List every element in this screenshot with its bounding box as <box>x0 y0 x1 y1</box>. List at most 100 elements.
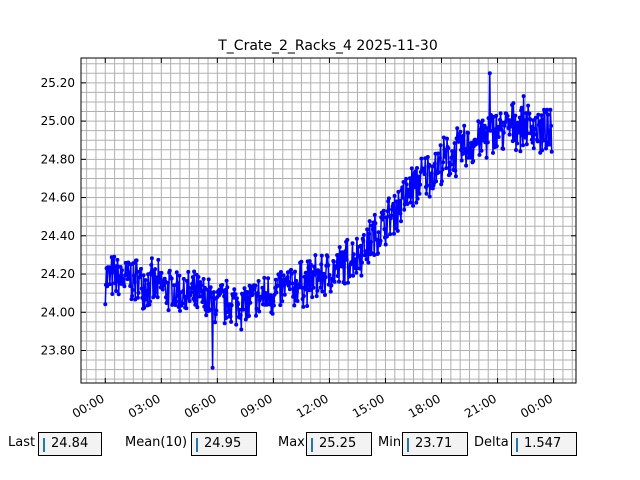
data-point <box>545 112 550 117</box>
data-point <box>162 283 166 288</box>
data-point <box>214 308 219 313</box>
data-point <box>323 275 328 280</box>
text-cursor <box>407 438 409 452</box>
data-point <box>533 115 538 120</box>
data-point <box>120 276 125 281</box>
data-point <box>540 117 545 122</box>
data-point <box>222 294 227 299</box>
data-point <box>517 115 522 120</box>
data-point <box>376 251 380 256</box>
data-point <box>285 275 290 280</box>
data-point <box>116 292 121 297</box>
data-point <box>331 259 336 264</box>
data-point <box>139 286 144 291</box>
data-point <box>294 289 299 294</box>
data-point <box>277 274 282 279</box>
data-point <box>533 126 538 131</box>
data-point <box>461 133 466 138</box>
data-point <box>198 280 203 285</box>
data-point <box>150 272 155 277</box>
data-point <box>185 279 189 283</box>
data-point <box>300 285 304 290</box>
data-point <box>289 271 294 276</box>
data-point <box>482 135 486 140</box>
data-point <box>364 257 369 262</box>
data-point <box>417 191 422 196</box>
data-point <box>290 281 295 286</box>
data-point <box>185 295 190 300</box>
data-point <box>487 71 492 76</box>
data-point <box>190 281 195 286</box>
data-point <box>482 123 487 128</box>
data-point <box>334 264 339 269</box>
y-tick-label: 23.80 <box>41 344 75 358</box>
data-point <box>144 294 149 298</box>
data-point <box>477 152 482 157</box>
data-point <box>519 105 524 110</box>
data-point <box>369 240 373 244</box>
data-point <box>213 320 218 325</box>
data-point <box>152 293 157 298</box>
data-point <box>373 221 378 226</box>
data-point <box>339 264 344 269</box>
data-point <box>515 141 520 146</box>
data-point <box>517 130 522 135</box>
data-point <box>153 267 158 272</box>
data-point <box>266 276 271 281</box>
data-point <box>494 144 499 149</box>
data-point <box>125 277 130 282</box>
data-point <box>199 289 204 294</box>
data-point <box>254 306 259 311</box>
data-point <box>274 290 279 295</box>
data-point <box>415 166 419 170</box>
data-point <box>452 141 457 146</box>
data-point <box>497 124 502 129</box>
data-point <box>325 254 330 259</box>
data-point <box>484 155 489 160</box>
data-point <box>402 207 407 212</box>
data-point <box>262 275 267 280</box>
data-point <box>153 290 158 295</box>
x-tick-label: 00:00 <box>70 391 107 420</box>
chart-title: T_Crate_2_Racks_4 2025-11-30 <box>217 38 438 54</box>
data-point <box>295 299 300 303</box>
data-point <box>220 283 225 287</box>
data-point <box>195 305 200 310</box>
data-point <box>382 227 387 232</box>
data-point <box>231 295 236 300</box>
data-point <box>156 257 161 262</box>
mean-value: 24.95 <box>204 436 242 451</box>
data-point <box>492 127 497 132</box>
data-point <box>289 267 294 272</box>
y-tick-label: 24.20 <box>41 267 75 281</box>
data-point <box>430 186 435 191</box>
data-point <box>307 259 312 264</box>
data-point <box>344 257 349 262</box>
data-point <box>287 280 292 285</box>
data-point <box>429 171 434 176</box>
data-point <box>255 291 260 295</box>
data-point <box>436 151 440 156</box>
data-point <box>218 291 223 296</box>
data-point <box>199 283 204 288</box>
data-point <box>549 149 554 154</box>
data-point <box>186 269 191 274</box>
data-point <box>389 213 394 218</box>
data-point <box>332 279 337 284</box>
data-point <box>224 278 229 283</box>
data-point <box>372 253 377 257</box>
data-point <box>160 287 165 292</box>
data-point <box>464 149 469 154</box>
data-point <box>254 313 258 318</box>
data-point <box>488 128 493 133</box>
data-point <box>188 290 193 295</box>
data-point <box>360 260 364 265</box>
x-tick-label: 03:00 <box>126 391 163 420</box>
data-point <box>494 113 499 118</box>
data-point <box>256 279 261 283</box>
data-point <box>539 113 544 118</box>
data-point <box>409 194 414 199</box>
data-point <box>491 150 495 155</box>
data-point <box>542 110 547 115</box>
data-point <box>521 143 525 148</box>
